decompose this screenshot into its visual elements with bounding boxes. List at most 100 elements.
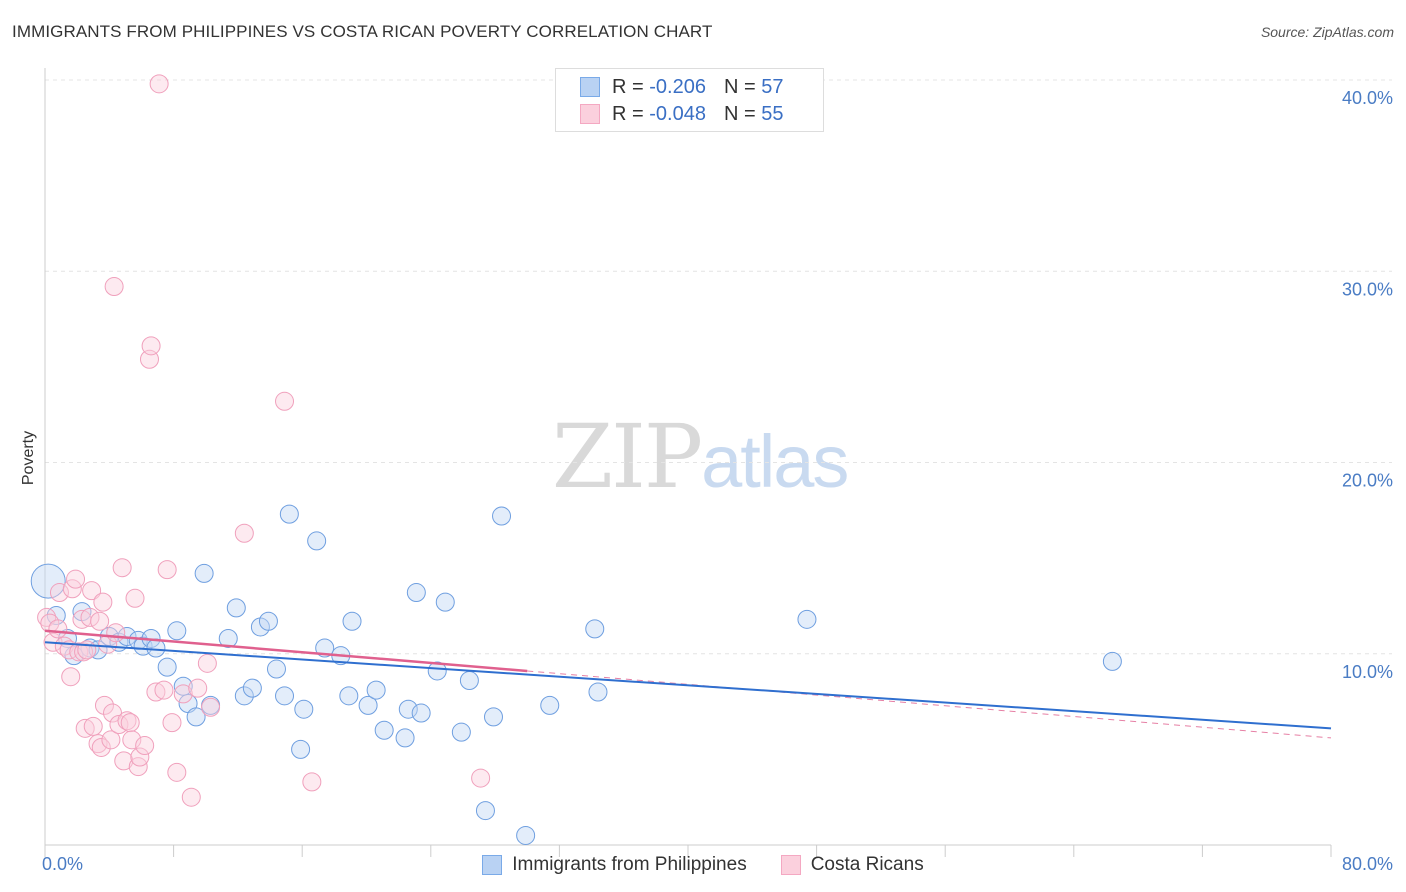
data-point [154,680,174,700]
data-point [226,598,246,618]
data-point [48,619,68,639]
data-point [358,695,378,715]
data-point [186,707,206,727]
data-point [459,671,479,691]
data-point [188,678,208,698]
data-point [77,640,97,660]
data-point [173,684,193,704]
data-point [167,621,187,641]
series-philippines-points [30,504,1122,845]
watermark-atlas: atlas [701,420,849,503]
legend-n-value: 57 [761,75,784,98]
axes [44,68,1332,857]
data-point [1102,651,1122,671]
data-point [451,722,471,742]
data-point [120,713,140,733]
data-point [266,659,286,679]
data-point [135,736,155,756]
data-point [406,583,426,603]
legend-n-value: 55 [761,102,784,125]
data-point [492,506,512,526]
data-point [435,592,455,612]
data-point [342,611,362,631]
grid-lines [45,79,1392,655]
data-point [37,607,57,627]
chart-source: Source: ZipAtlas.com [1260,24,1394,40]
data-point [91,737,111,757]
data-point [275,391,295,411]
data-point [162,713,182,733]
data-point [475,801,495,821]
data-point [157,657,177,677]
data-point [302,772,322,792]
data-point [339,686,359,706]
data-point [279,504,299,524]
data-point [88,734,108,754]
series-costa-ricans-points [37,74,491,807]
series-label-philippines: Immigrants from Philippines [512,854,747,875]
data-point [173,676,193,696]
data-point [93,592,113,612]
data-point [427,661,447,681]
trend-line-costa-ricans [44,629,528,673]
data-point [69,642,89,662]
legend-r-value: -0.206 [649,75,706,98]
data-point [218,628,238,648]
series-legend: Immigrants from Philippines Costa Ricans [0,852,1406,878]
series-legend-costa-ricans[interactable]: Costa Ricans [780,852,924,878]
data-point [130,747,150,767]
data-point [106,623,126,643]
y-axis-label: Poverty [20,431,37,485]
data-point [291,739,311,759]
data-point [294,699,314,719]
data-point [366,680,386,700]
data-point [80,607,100,627]
y-tick-label: 20.0% [1342,471,1393,491]
series-label-costa-ricans: Costa Ricans [810,854,924,875]
watermark: ZIPatlas [552,405,849,508]
trend-line-costa-ricans-extension [527,670,1332,739]
data-point [181,787,201,807]
data-point [483,707,503,727]
legend-row-costa-ricans: R = -0.048 N = 55 [580,102,783,126]
data-point [149,74,169,94]
y-tick-label: 30.0% [1342,279,1393,299]
data-point [75,718,95,738]
data-point [585,619,605,639]
data-point [125,588,145,608]
legend-swatch-philippines [580,77,600,97]
data-point [167,762,187,782]
data-point [83,716,103,736]
data-point [74,642,94,662]
data-point [258,611,278,631]
y-tick-label: 40.0% [1342,88,1393,108]
data-point [797,609,817,629]
y-tick-label: 10.0% [1342,662,1393,682]
series-swatch-costa-ricans [780,855,801,875]
data-point [234,523,254,543]
series-legend-philippines[interactable]: Immigrants from Philippines [482,852,747,878]
data-point [30,563,66,599]
data-point [194,563,214,583]
legend-r-value: -0.048 [649,102,706,125]
data-point [398,699,418,719]
data-point [242,678,262,698]
data-point [411,703,431,723]
legend-n-label: N = [723,102,756,125]
data-point [588,682,608,702]
tick-labels: 10.0% 20.0% 30.0% 40.0% 0.0% 80.0% [42,88,1393,874]
data-point [61,667,81,687]
data-point [146,682,166,702]
legend: R = -0.206 N = 57 R = -0.048 N = 55 [555,68,824,132]
data-point [49,583,69,603]
data-point [157,560,177,580]
data-point [101,730,121,750]
data-point [395,728,415,748]
data-point [197,653,217,673]
data-point [471,768,491,788]
data-point [117,711,137,731]
data-point [104,277,124,297]
data-point [516,825,536,845]
chart-title: IMMIGRANTS FROM PHILIPPINES VS COSTA RIC… [12,22,713,41]
